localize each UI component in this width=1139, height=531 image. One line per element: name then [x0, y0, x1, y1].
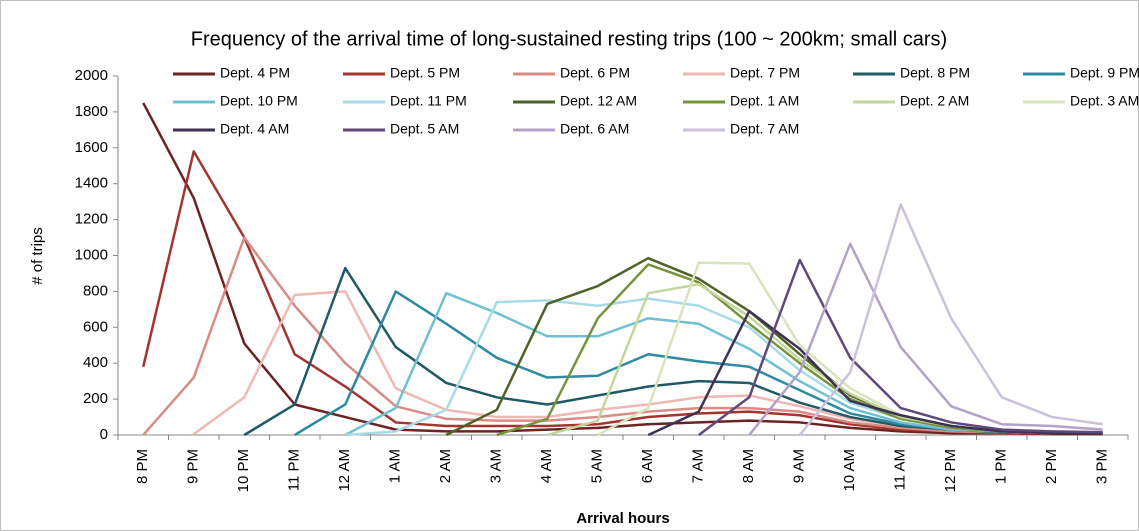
chart-title: Frequency of the arrival time of long-su… [191, 28, 947, 50]
x-tick-label: 11 AM [892, 449, 909, 490]
series-line [798, 203, 1103, 436]
y-tick-label: 1200 [75, 211, 108, 228]
y-tick-label: 1800 [75, 103, 108, 120]
legend-label: Dept. 4 AM [220, 121, 289, 137]
x-tick-label: 3 AM [488, 449, 505, 483]
legend-label: Dept. 6 AM [560, 121, 629, 137]
series-line [748, 242, 1103, 436]
x-tick-label: 9 AM [791, 449, 808, 483]
x-tick-label: 7 AM [690, 449, 707, 483]
series-line [142, 102, 1103, 436]
legend-label: Dept. 11 PM [390, 93, 467, 109]
legend-label: Dept. 9 PM [1070, 65, 1139, 81]
x-tick-label: 4 AM [538, 449, 555, 483]
y-axis-label: # of trips [29, 227, 46, 285]
y-tick-label: 1600 [75, 139, 108, 156]
legend-label: Dept. 7 AM [730, 121, 799, 137]
legend-label: Dept. 7 PM [730, 65, 800, 81]
x-tick-label: 11 PM [286, 449, 303, 491]
legend-label: Dept. 8 PM [900, 65, 970, 81]
x-tick-label: 3 PM [1094, 449, 1111, 484]
x-tick-label: 9 PM [185, 449, 202, 484]
legend-label: Dept. 1 AM [730, 93, 799, 109]
x-tick-label: 12 AM [336, 449, 353, 492]
x-axis-label: Arrival hours [576, 510, 669, 527]
series-line [647, 309, 1103, 437]
x-tick-label: 12 PM [942, 449, 959, 492]
x-tick-label: 5 AM [589, 449, 606, 483]
x-tick-label: 8 AM [740, 449, 757, 483]
legend-label: Dept. 12 AM [560, 93, 637, 109]
x-tick-label: 1 AM [387, 449, 404, 483]
x-tick-label: 6 AM [639, 449, 656, 483]
x-tick-label: 1 PM [993, 449, 1010, 484]
series-line [698, 258, 1103, 437]
legend-label: Dept. 3 AM [1070, 93, 1139, 109]
series-line [142, 236, 1103, 436]
y-tick-label: 200 [83, 390, 108, 407]
legend-label: Dept. 5 PM [390, 65, 460, 81]
y-tick-label: 1400 [75, 175, 108, 192]
y-tick-label: 1000 [75, 246, 108, 263]
y-tick-label: 2000 [75, 67, 108, 84]
y-tick-label: 400 [83, 354, 108, 371]
x-tick-label: 2 AM [437, 449, 454, 483]
x-tick-label: 10 AM [841, 449, 858, 492]
legend-label: Dept. 6 PM [560, 65, 630, 81]
x-tick-label: 10 PM [235, 449, 252, 492]
legend-label: Dept. 10 PM [220, 93, 298, 109]
legend-label: Dept. 2 AM [900, 93, 969, 109]
y-tick-label: 600 [83, 318, 108, 335]
legend-label: Dept. 5 AM [390, 121, 459, 137]
y-tick-label: 800 [83, 282, 108, 299]
legend-label: Dept. 4 PM [220, 65, 290, 81]
x-tick-label: 2 PM [1043, 449, 1060, 484]
x-tick-label: 8 PM [134, 449, 151, 484]
y-tick-label: 0 [100, 426, 108, 443]
